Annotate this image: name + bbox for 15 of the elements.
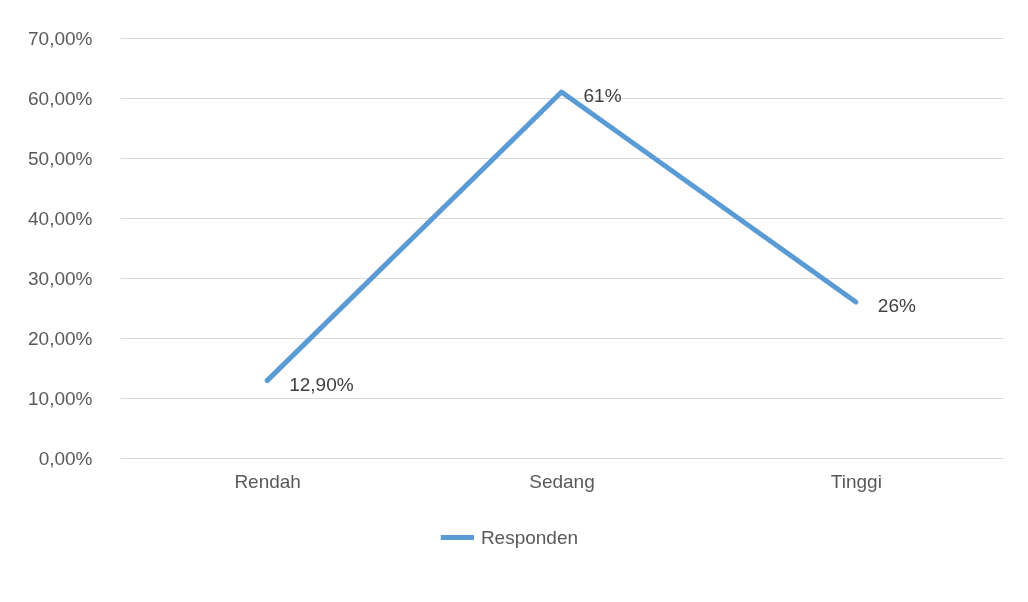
y-tick-label: 40,00% bbox=[28, 207, 93, 229]
x-tick-label: Sedang bbox=[529, 470, 595, 492]
x-tick-label: Tinggi bbox=[830, 470, 882, 492]
y-tick-label: 60,00% bbox=[28, 87, 93, 109]
legend-label: Responden bbox=[480, 526, 579, 548]
data-label: 26% bbox=[877, 295, 916, 316]
y-tick-label: 10,00% bbox=[28, 387, 93, 409]
y-tick-label: 50,00% bbox=[28, 147, 93, 169]
data-label: 12,90% bbox=[289, 373, 354, 395]
y-tick-label: 70,00% bbox=[28, 27, 93, 49]
y-tick-label: 0,00% bbox=[38, 447, 93, 469]
data-label: 61% bbox=[583, 85, 622, 106]
y-tick-label: 20,00% bbox=[28, 327, 93, 349]
x-tick-label: Rendah bbox=[234, 470, 301, 492]
y-tick-label: 30,00% bbox=[28, 267, 93, 289]
